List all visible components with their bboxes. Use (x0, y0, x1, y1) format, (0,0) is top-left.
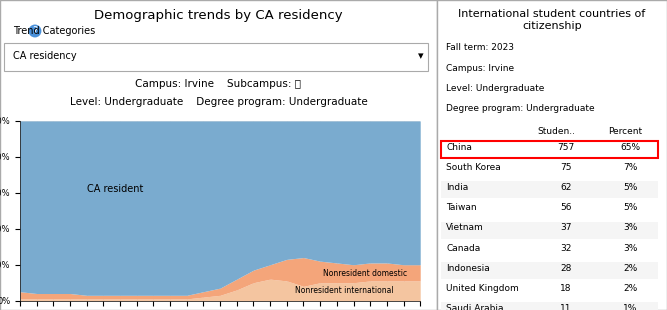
Text: 56: 56 (560, 203, 572, 212)
Text: ?: ? (33, 26, 37, 36)
Text: China: China (446, 143, 472, 152)
Text: 28: 28 (560, 264, 572, 273)
Text: International student countries of
citizenship: International student countries of citiz… (458, 9, 646, 31)
Text: Nonresident domestic: Nonresident domestic (323, 269, 408, 278)
FancyBboxPatch shape (442, 222, 658, 239)
Text: 7%: 7% (623, 163, 638, 172)
Text: Percent: Percent (608, 127, 642, 136)
Text: CA resident: CA resident (87, 184, 143, 194)
FancyBboxPatch shape (442, 262, 658, 279)
Text: 3%: 3% (623, 243, 638, 253)
Text: Demographic trends by CA residency: Demographic trends by CA residency (94, 9, 343, 22)
Text: 18: 18 (560, 284, 572, 293)
Text: Campus: Irvine    Subcampus: 无: Campus: Irvine Subcampus: 无 (135, 79, 301, 89)
Text: Nonresident international: Nonresident international (295, 286, 394, 295)
Text: Studen..: Studen.. (538, 127, 576, 136)
Text: 2%: 2% (623, 284, 637, 293)
Text: Indonesia: Indonesia (446, 264, 490, 273)
Text: 5%: 5% (623, 183, 638, 192)
Text: Campus: Irvine: Campus: Irvine (446, 64, 514, 73)
Text: Saudi Arabia: Saudi Arabia (446, 304, 504, 310)
Text: South Korea: South Korea (446, 163, 501, 172)
Text: Vietnam: Vietnam (446, 223, 484, 232)
FancyBboxPatch shape (442, 181, 658, 198)
Text: ▾: ▾ (418, 51, 424, 61)
Text: Level: Undergraduate: Level: Undergraduate (446, 84, 544, 93)
Text: 1%: 1% (623, 304, 638, 310)
Text: 62: 62 (560, 183, 572, 192)
FancyBboxPatch shape (0, 0, 437, 310)
Text: Fall term: 2023: Fall term: 2023 (446, 43, 514, 52)
Text: Degree program: Undergraduate: Degree program: Undergraduate (446, 104, 595, 113)
Text: 37: 37 (560, 223, 572, 232)
Text: 32: 32 (560, 243, 572, 253)
Text: 757: 757 (557, 143, 574, 152)
Text: 75: 75 (560, 163, 572, 172)
Text: 3%: 3% (623, 223, 638, 232)
Text: CA residency: CA residency (13, 51, 77, 61)
FancyBboxPatch shape (5, 43, 428, 71)
Text: India: India (446, 183, 468, 192)
Text: 5%: 5% (623, 203, 638, 212)
Text: Trend Categories: Trend Categories (13, 26, 95, 36)
FancyBboxPatch shape (437, 0, 667, 310)
Text: Level: Undergraduate    Degree program: Undergraduate: Level: Undergraduate Degree program: Und… (69, 97, 368, 107)
Text: 11: 11 (560, 304, 572, 310)
Text: Canada: Canada (446, 243, 480, 253)
Text: 2%: 2% (623, 264, 637, 273)
Text: Taiwan: Taiwan (446, 203, 477, 212)
FancyBboxPatch shape (442, 302, 658, 310)
FancyBboxPatch shape (442, 141, 658, 158)
Text: United Kingdom: United Kingdom (446, 284, 519, 293)
Text: 65%: 65% (620, 143, 640, 152)
